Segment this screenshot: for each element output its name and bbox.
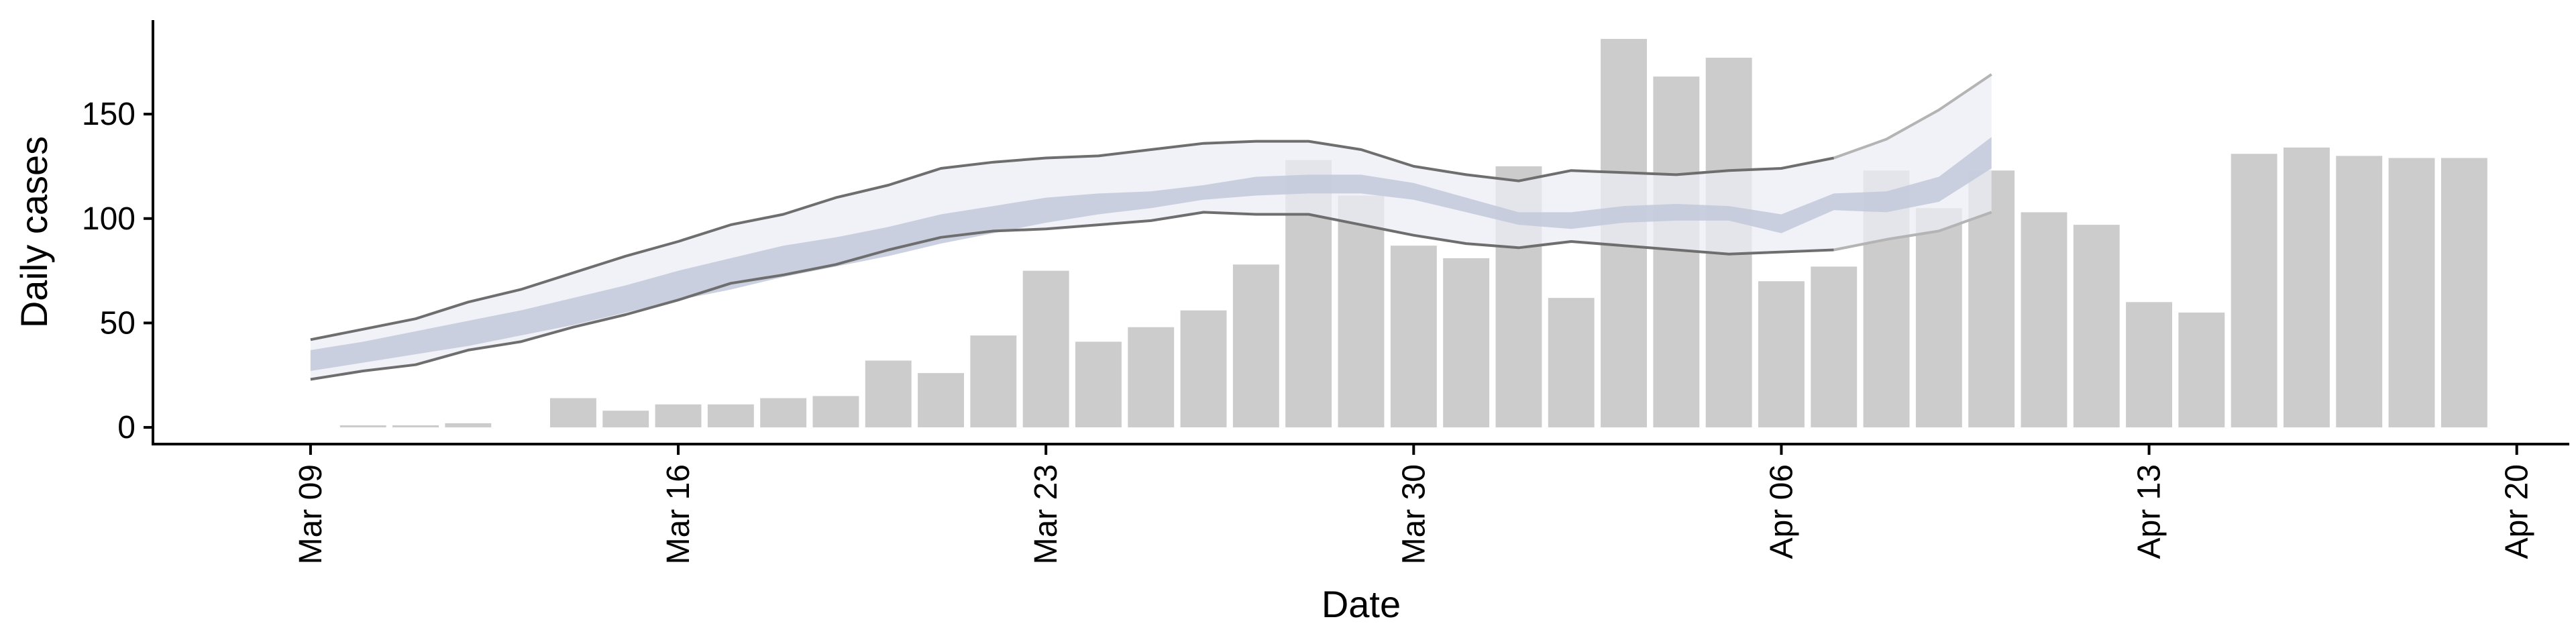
bar <box>2388 158 2435 428</box>
y-ticks: 0 50 100 150 <box>82 97 153 445</box>
bar <box>1443 258 1490 428</box>
bar <box>2336 156 2383 428</box>
x-tick-label: Apr 06 <box>1764 464 1799 559</box>
bar <box>339 425 386 428</box>
bar <box>918 373 964 427</box>
forecast-lower-line-faded <box>1833 211 1992 252</box>
x-tick-label: Mar 09 <box>293 464 329 564</box>
bar <box>865 360 912 428</box>
bar <box>550 398 596 428</box>
bars-layer <box>339 39 2487 428</box>
bar <box>1390 246 1437 428</box>
bar <box>760 398 807 428</box>
bar <box>1915 208 1962 428</box>
y-tick-label: 50 <box>100 305 136 341</box>
forecast-upper-line <box>310 140 1835 341</box>
bar <box>1811 266 1858 428</box>
bar <box>1232 264 1279 428</box>
forecast-upper-line-faded <box>1833 73 1992 160</box>
bar <box>1548 298 1595 428</box>
bar <box>655 404 702 427</box>
forecast-lower-line <box>310 211 1834 381</box>
x-axis-title: Date <box>1322 583 1401 625</box>
bar <box>1338 195 1385 428</box>
bar <box>2440 158 2487 428</box>
x-tick-label: Mar 16 <box>661 464 696 564</box>
x-tick-label: Apr 13 <box>2132 464 2167 559</box>
bar <box>2126 302 2172 428</box>
x-tick-label: Mar 23 <box>1028 464 1064 564</box>
forecast-band-layer <box>310 73 1992 381</box>
axes-layer <box>152 20 2569 445</box>
y-tick-label: 100 <box>82 201 136 237</box>
bar <box>707 404 754 427</box>
bar <box>2073 225 2120 428</box>
x-tick-label: Apr 20 <box>2500 464 2535 559</box>
bar <box>2178 312 2225 428</box>
bar <box>1758 281 1805 428</box>
bar <box>1180 310 1227 427</box>
bar <box>445 423 492 428</box>
y-tick-label: 150 <box>82 97 136 132</box>
x-ticks: Mar 09 Mar 16 Mar 23 Mar 30 Apr 06 Apr 13 Apr … <box>293 444 2535 564</box>
bar <box>1075 341 1122 427</box>
bar <box>1128 327 1175 428</box>
y-tick-label: 0 <box>117 410 136 445</box>
y-axis-title: Daily cases <box>13 136 55 328</box>
x-tick-label: Mar 30 <box>1396 464 1432 564</box>
bar <box>970 335 1017 428</box>
bar <box>2231 154 2277 428</box>
bar <box>2021 212 2068 428</box>
forecast-outer-band <box>310 74 1992 380</box>
bar <box>392 425 439 428</box>
bar <box>1022 270 1069 428</box>
bar <box>812 396 859 428</box>
bar <box>2284 147 2330 428</box>
bar <box>602 411 649 428</box>
